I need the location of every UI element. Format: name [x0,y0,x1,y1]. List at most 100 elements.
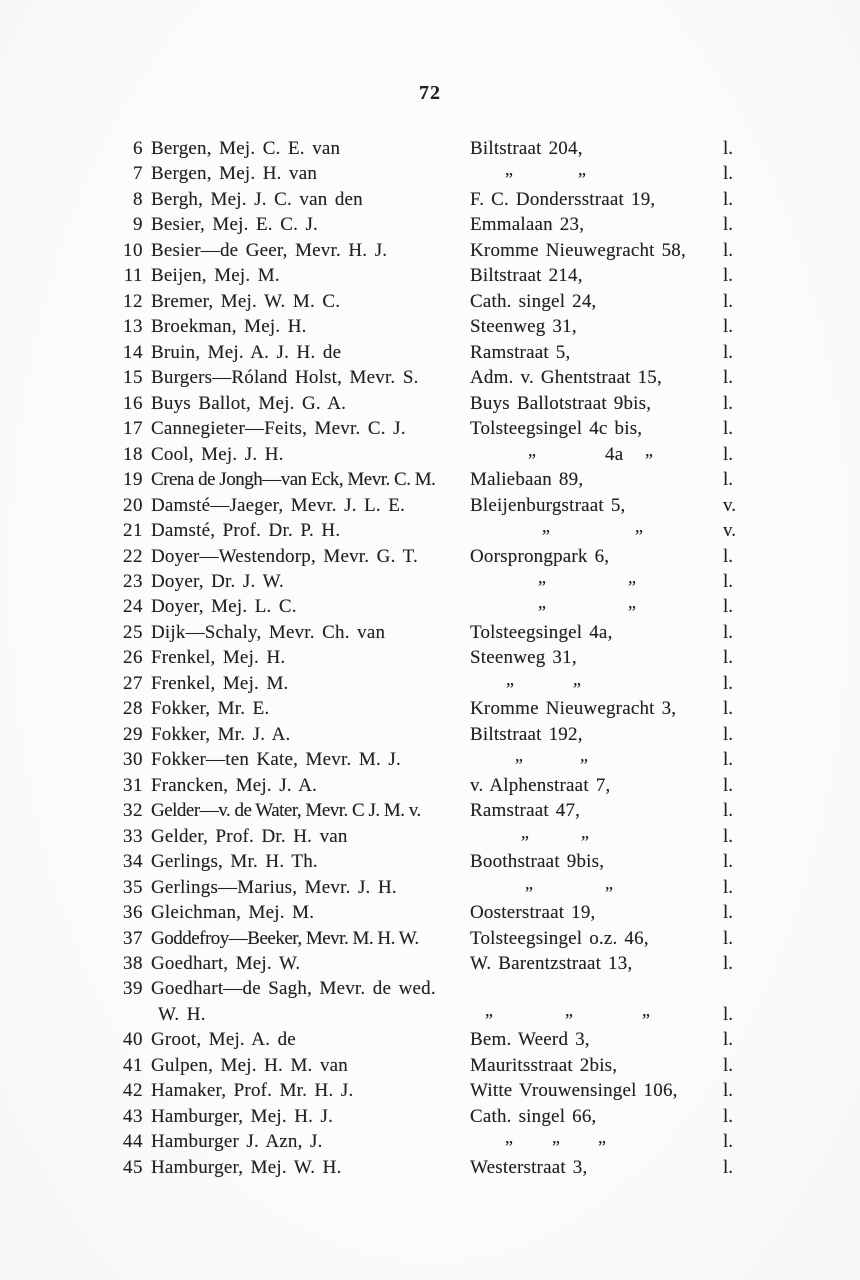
entry-name: Gelder, Prof. Dr. H. van [151,825,348,847]
table-row: 10 Besier—de Geer, Mevr. H. J. l. Kromme… [0,238,860,263]
entry-address: F. C. Dondersstraat 19, [470,188,656,210]
entry-letter: l. [723,188,734,210]
entry-number: 32 [123,800,143,822]
table-row: 30 Fokker—ten Kate, Mevr. M. J. l. „ „ [0,745,860,772]
entry-name: Frenkel, Mej. H. [151,647,286,669]
table-row: 41 Gulpen, Mej. H. M. van l. Mauritsstra… [0,1053,860,1078]
entry-number: 22 [123,545,143,567]
entry-name: W. H. [158,1003,206,1025]
ditto-mark: „ [505,1127,514,1148]
entry-address: Adm. v. Ghentstraat 15, [470,367,662,389]
entry-letter: l. [723,1080,734,1102]
table-row: 40 Groot, Mej. A. de l. Bem. Weerd 3, [0,1027,860,1052]
ditto-mark: „ [628,566,637,587]
ditto-mark: „ [645,439,654,460]
entry-name: Doyer, Mej. L. C. [151,596,297,618]
entry-letter: l. [723,596,734,618]
entry-letter: l. [723,749,734,771]
entry-address: Tolsteegsingel 4a, [470,621,613,643]
member-list: 6 Bergen, Mej. C. E. van l. Biltstraat 2… [0,136,860,1180]
table-row: 43 Hamburger, Mej. H. J. l. Cath. singel… [0,1104,860,1129]
entry-name: Francken, Mej. J. A. [151,774,318,796]
entry-address: Cath. singel 24, [470,290,597,312]
entry-letter: l. [723,418,734,440]
ditto-mark: „ [538,566,547,587]
entry-number: 14 [123,341,143,363]
entry-name: Goddefroy—Beeker, Mevr. M. H. W. [151,927,419,949]
entry-number: 45 [123,1156,143,1178]
entry-name: Gelder—v. de Water, Mevr. C J. M. v. [151,800,421,822]
entry-name: Gerlings, Mr. H. Th. [151,851,318,873]
entry-name: Bergen, Mej. C. E. van [151,138,341,159]
entry-letter: l. [723,341,734,363]
entry-address: Kromme Nieuwegracht 3, [470,698,677,720]
entry-letter: l. [723,647,734,669]
table-row: 44 Hamburger J. Azn, J. l. „ „ „ [0,1127,860,1154]
table-row: 39 Goedhart—de Sagh, Mevr. de wed. [0,976,860,1001]
table-row: 21 Damsté, Prof. Dr. P. H. v. „ „ [0,516,860,543]
entry-number: 37 [123,927,143,949]
ditto-mark: „ [542,516,551,537]
entry-letter: l. [723,927,734,949]
entry-name: Burgers—Róland Holst, Mevr. S. [151,367,419,389]
entry-name: Crena de Jongh—van Eck, Mevr. C. M. [151,469,436,491]
table-row: 23 Doyer, Dr. J. W. l. „ „ [0,567,860,594]
entry-number: 25 [123,621,143,643]
entry-number: 34 [123,851,143,873]
table-row: 9 Besier, Mej. E. C. J. l. Emmalaan 23, [0,212,860,237]
entry-number: 38 [123,953,143,974]
ditto-mark: „ [506,668,515,689]
entry-address: Bem. Weerd 3, [470,1029,590,1051]
entry-letter: l. [723,163,734,185]
entry-number: 30 [123,749,143,771]
entry-letter: l. [723,774,734,796]
entry-letter: l. [723,851,734,873]
entry-number: 7 [133,163,143,185]
table-row: 15 Burgers—Róland Holst, Mevr. S. l. Adm… [0,365,860,390]
entry-letter: l. [723,1054,734,1076]
ditto-mark: „ [521,821,530,842]
entry-number: 33 [123,825,143,847]
entry-number: 10 [123,239,143,261]
table-row: 33 Gelder, Prof. Dr. H. van l. „ „ [0,822,860,849]
entry-number: 28 [123,698,143,720]
entry-name: Fokker—ten Kate, Mevr. M. J. [151,749,401,771]
entry-name: Hamburger, Mej. W. H. [151,1156,342,1178]
entry-name: Broekman, Mej. H. [151,316,307,338]
entry-letter: l. [723,239,734,261]
entry-address: Biltstraat 204, [470,138,583,159]
entry-number: 17 [123,418,143,440]
entry-letter: l. [723,1156,734,1178]
entry-name: Damsté, Prof. Dr. P. H. [151,520,341,542]
entry-number: 36 [123,902,143,924]
entry-address: Bleijenburgstraat 5, [470,494,626,516]
entry-number: 8 [133,188,143,210]
entry-name: Gulpen, Mej. H. M. van [151,1054,348,1076]
entry-number: 11 [123,265,143,287]
table-row: 36 Gleichman, Mej. M. l. Oosterstraat 19… [0,900,860,925]
entry-name: Dijk—Schaly, Mevr. Ch. van [151,621,386,643]
table-row: 6 Bergen, Mej. C. E. van l. Biltstraat 2… [0,136,860,161]
table-row: 8 Bergh, Mej. J. C. van den l. F. C. Don… [0,187,860,212]
entry-number: 6 [133,138,143,159]
entry-address: Mauritsstraat 2bis, [470,1054,618,1076]
entry-number: 23 [123,570,143,592]
entry-name: Bergh, Mej. J. C. van den [151,188,363,210]
entry-letter: l. [723,316,734,338]
entry-number: 41 [123,1054,143,1076]
entry-name: Hamburger J. Azn, J. [151,1131,323,1153]
entry-address: Kromme Nieuwegracht 58, [470,239,686,261]
entry-letter: l. [723,214,734,236]
entry-letter: l. [723,392,734,414]
entry-address: Biltstraat 192, [470,723,583,745]
entry-letter: l. [723,570,734,592]
entry-number: 29 [123,723,143,745]
entry-name: Cannegieter—Feits, Mevr. C. J. [151,418,406,440]
entry-letter: v. [723,494,737,516]
entry-name: Frenkel, Mej. M. [151,672,289,694]
table-row: 34 Gerlings, Mr. H. Th. l. Boothstraat 9… [0,849,860,874]
entry-address: Oorsprongpark 6, [470,545,610,567]
ditto-mark: „ [552,1127,561,1148]
entry-name: Fokker, Mr. J. A. [151,723,291,745]
ditto-mark: „ [581,821,590,842]
